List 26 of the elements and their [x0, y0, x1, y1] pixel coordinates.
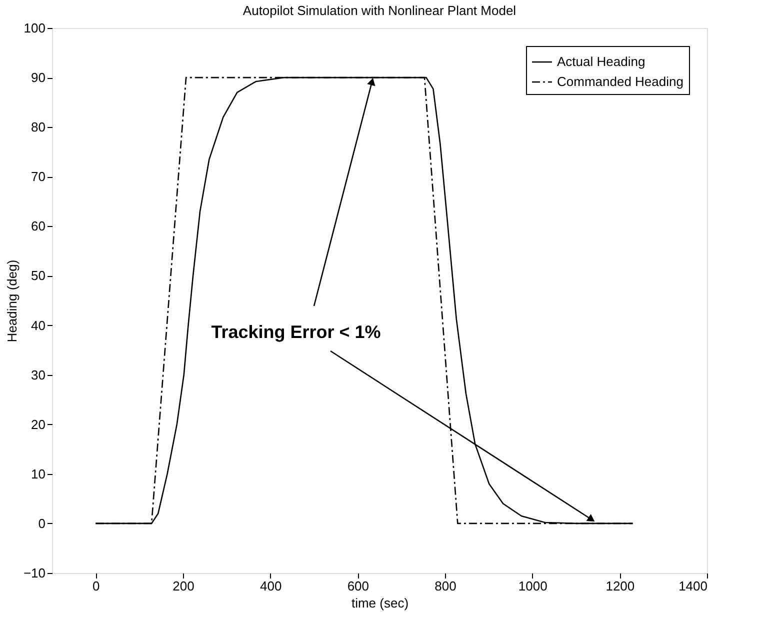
x-tick-label: 1200 — [606, 578, 635, 594]
chart-title: Autopilot Simulation with Nonlinear Plant Model — [242, 3, 516, 18]
legend-label: Commanded Heading — [557, 74, 684, 89]
y-tick-label: 90 — [31, 70, 46, 86]
annotation: Tracking Error < 1% — [211, 322, 381, 342]
legend-label: Actual Heading — [557, 54, 646, 69]
x-tick-label: 600 — [347, 578, 370, 594]
y-tick-label: 30 — [31, 367, 46, 382]
x-tick-label: 400 — [260, 578, 282, 594]
y-tick-label: 70 — [31, 169, 46, 184]
x-axis-title: time (sec) — [351, 596, 409, 610]
y-tick-label: 10 — [31, 466, 46, 482]
x-tick-label: 200 — [172, 578, 194, 594]
y-tick-label: −10 — [23, 566, 46, 580]
y-axis-title: Heading (deg) — [4, 260, 20, 342]
y-tick-label: 20 — [31, 416, 46, 432]
y-tick-label: 0 — [38, 516, 46, 531]
x-tick-label: 0 — [92, 578, 100, 594]
x-tick-label: 1000 — [518, 578, 548, 594]
x-tick-label: 800 — [434, 578, 456, 594]
y-tick-label: 80 — [31, 120, 46, 135]
y-tick-label: 50 — [31, 268, 46, 284]
y-tick-label: 100 — [24, 20, 46, 36]
x-tick-label: 1400 — [678, 578, 708, 594]
y-tick-label: 60 — [31, 218, 46, 234]
y-tick-label: 40 — [31, 318, 46, 333]
